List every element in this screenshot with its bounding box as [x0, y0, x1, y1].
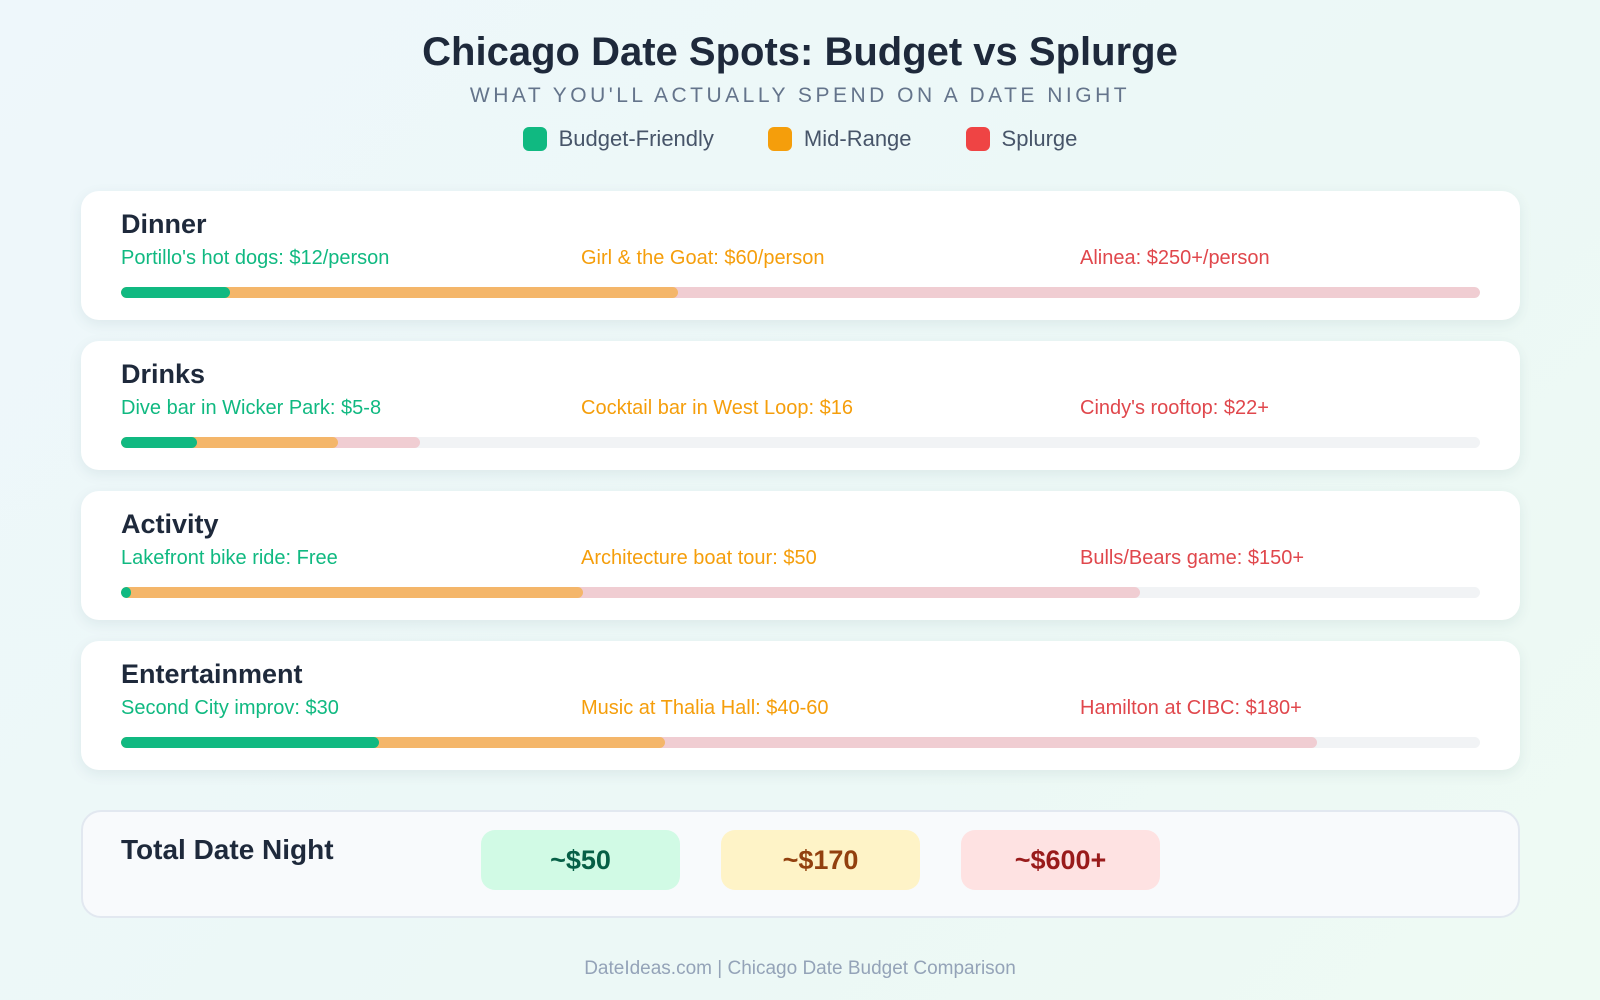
legend-label: Mid-Range: [803, 126, 912, 151]
total-label: Total Date Night: [121, 834, 334, 865]
mid-bar-segment: [121, 287, 679, 298]
mid-option: Architecture boat tour: $50: [581, 547, 817, 569]
budget-option: Dive bar in Wicker Park: $5-8: [121, 397, 382, 419]
mid-option: Music at Thalia Hall: $40-60: [581, 697, 829, 719]
total-mid-pill: ~$170: [721, 830, 920, 890]
legend-item-budget: Budget-Friendly: [522, 126, 714, 152]
total-budget-pill: ~$50: [481, 830, 680, 890]
price-bar-track: [121, 587, 1480, 598]
total-splurge-pill: ~$600+: [961, 830, 1160, 890]
mid-bar-segment: [121, 737, 665, 748]
mid-bar-segment: [121, 587, 584, 598]
mid-option: Girl & the Goat: $60/person: [581, 247, 825, 269]
splurge-option: Alinea: $250+/person: [1080, 247, 1270, 269]
splurge-option: Hamilton at CIBC: $180+: [1080, 697, 1302, 719]
splurge-bar-segment: [121, 287, 1480, 298]
total-summary-card: Total Date Night ~$50 ~$170 ~$600+: [81, 810, 1520, 918]
legend-label: Splurge: [1001, 126, 1078, 151]
category-title: Entertainment: [121, 659, 303, 689]
legend-label: Budget-Friendly: [558, 126, 714, 151]
budget-bar-segment: [121, 737, 380, 748]
category-card-drinks: Drinks Dive bar in Wicker Park: $5-8 Coc…: [81, 341, 1520, 470]
legend: Budget-Friendly Mid-Range Splurge: [0, 126, 1600, 152]
splurge-bar-segment: [121, 737, 1317, 748]
price-bar-track: [121, 437, 1480, 448]
legend-swatch-orange: [767, 127, 792, 151]
legend-swatch-red: [965, 127, 990, 151]
legend-swatch-green: [522, 127, 547, 151]
page-title: Chicago Date Spots: Budget vs Splurge: [422, 30, 1178, 74]
mid-option: Cocktail bar in West Loop: $16: [581, 397, 854, 419]
footer-credit: DateIdeas.com | Chicago Date Budget Comp…: [584, 958, 1016, 979]
budget-option: Second City improv: $30: [121, 697, 339, 719]
category-title: Drinks: [121, 359, 206, 389]
splurge-bar-segment: [121, 587, 1141, 598]
mid-bar-segment: [121, 437, 339, 448]
budget-bar-segment: [121, 587, 131, 598]
splurge-option: Bulls/Bears game: $150+: [1080, 547, 1305, 569]
category-card-entertainment: Entertainment Second City improv: $30 Mu…: [81, 641, 1520, 770]
category-title: Dinner: [121, 209, 207, 239]
subtitle: WHAT YOU'LL ACTUALLY SPEND ON A DATE NIG…: [469, 84, 1131, 107]
budget-option: Portillo's hot dogs: $12/person: [121, 247, 390, 269]
legend-item-splurge: Splurge: [965, 126, 1078, 152]
category-card-dinner: Dinner Portillo's hot dogs: $12/person G…: [81, 191, 1520, 320]
price-bar-track: [121, 287, 1480, 298]
splurge-option: Cindy's rooftop: $22+: [1080, 397, 1269, 419]
budget-bar-segment: [121, 437, 198, 448]
category-title: Activity: [121, 509, 219, 539]
budget-bar-segment: [121, 287, 230, 298]
legend-item-mid: Mid-Range: [767, 126, 912, 152]
budget-option: Lakefront bike ride: Free: [121, 547, 338, 569]
price-bar-track: [121, 737, 1480, 748]
category-card-activity: Activity Lakefront bike ride: Free Archi…: [81, 491, 1520, 620]
